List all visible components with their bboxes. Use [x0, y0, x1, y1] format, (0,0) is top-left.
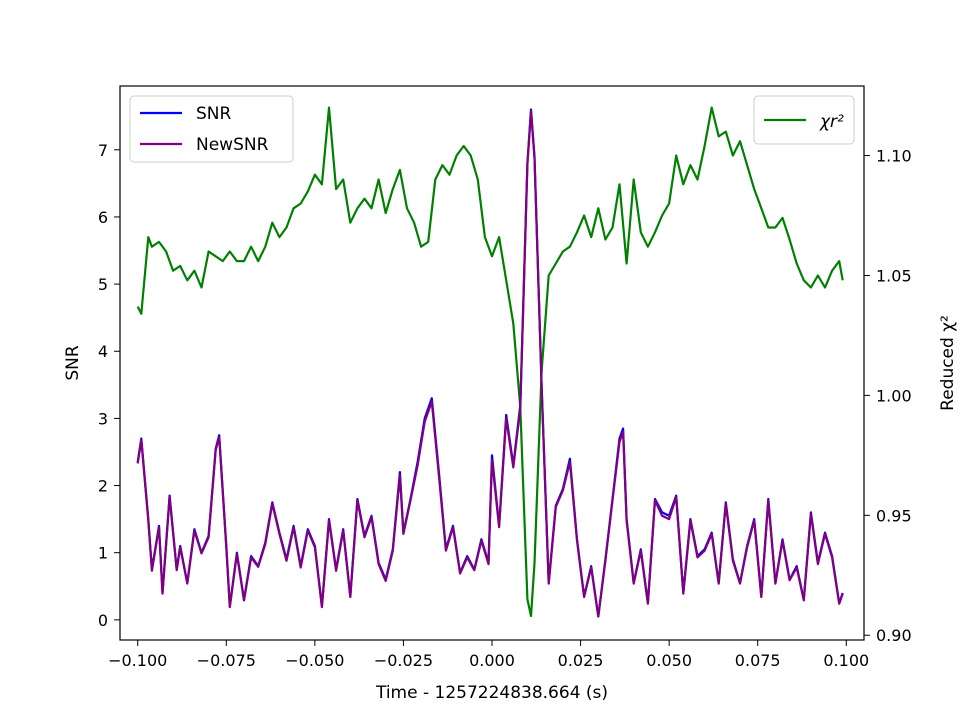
- y-axis-right: 0.90 0.95 1.00 1.05 1.10: [864, 147, 912, 645]
- series-line-r: [136, 106, 844, 618]
- y-tick-label: 1: [98, 544, 108, 563]
- plot-area: [120, 86, 864, 640]
- legend-chi2: χr²: [753, 95, 855, 145]
- x-tick-label: −0.025: [374, 651, 433, 670]
- x-tick-label: 0.000: [469, 651, 515, 670]
- y2-tick-label: 0.95: [876, 506, 912, 525]
- y2-tick-label: 0.90: [876, 626, 912, 645]
- x-axis-label: Time - 1257224838.664 (s): [375, 683, 608, 703]
- y2-tick-label: 1.05: [876, 266, 912, 285]
- x-tick-label: −0.100: [108, 651, 167, 670]
- y2-tick-label: 1.00: [876, 386, 912, 405]
- y-axis-label: SNR: [63, 345, 83, 381]
- x-tick-label: 0.075: [735, 651, 781, 670]
- y2-tick-label: 1.10: [876, 147, 912, 166]
- y-tick-label: 4: [98, 342, 108, 361]
- legend-label-newsnr: NewSNR: [196, 135, 269, 155]
- x-tick-label: −0.050: [285, 651, 344, 670]
- y-tick-label: 5: [98, 275, 108, 294]
- y-tick-label: 3: [98, 409, 108, 428]
- x-tick-label: 0.025: [558, 651, 604, 670]
- y-tick-label: 2: [98, 477, 108, 496]
- legend-label-snr: SNR: [196, 104, 232, 124]
- x-tick-label: 0.100: [823, 651, 869, 670]
- legend-label-chi2: χr²: [819, 112, 844, 132]
- series-layer: [136, 106, 844, 618]
- y-tick-label: 0: [98, 611, 108, 630]
- series-line-newsnr: [136, 109, 844, 618]
- x-tick-label: 0.050: [646, 651, 692, 670]
- legend-snr: SNR NewSNR: [129, 95, 294, 163]
- plot-background: [120, 86, 864, 640]
- x-axis: −0.100 −0.075 −0.050 −0.025 0.000 0.025 0.050 0…: [108, 640, 869, 670]
- y-axis-left: 0 1 2 3 4 5 6 7: [98, 141, 120, 630]
- x-tick-label: −0.075: [197, 651, 256, 670]
- y-tick-label: 7: [98, 141, 108, 160]
- y-tick-label: 6: [98, 208, 108, 227]
- y2-axis-label: Reduced χ²: [938, 315, 958, 411]
